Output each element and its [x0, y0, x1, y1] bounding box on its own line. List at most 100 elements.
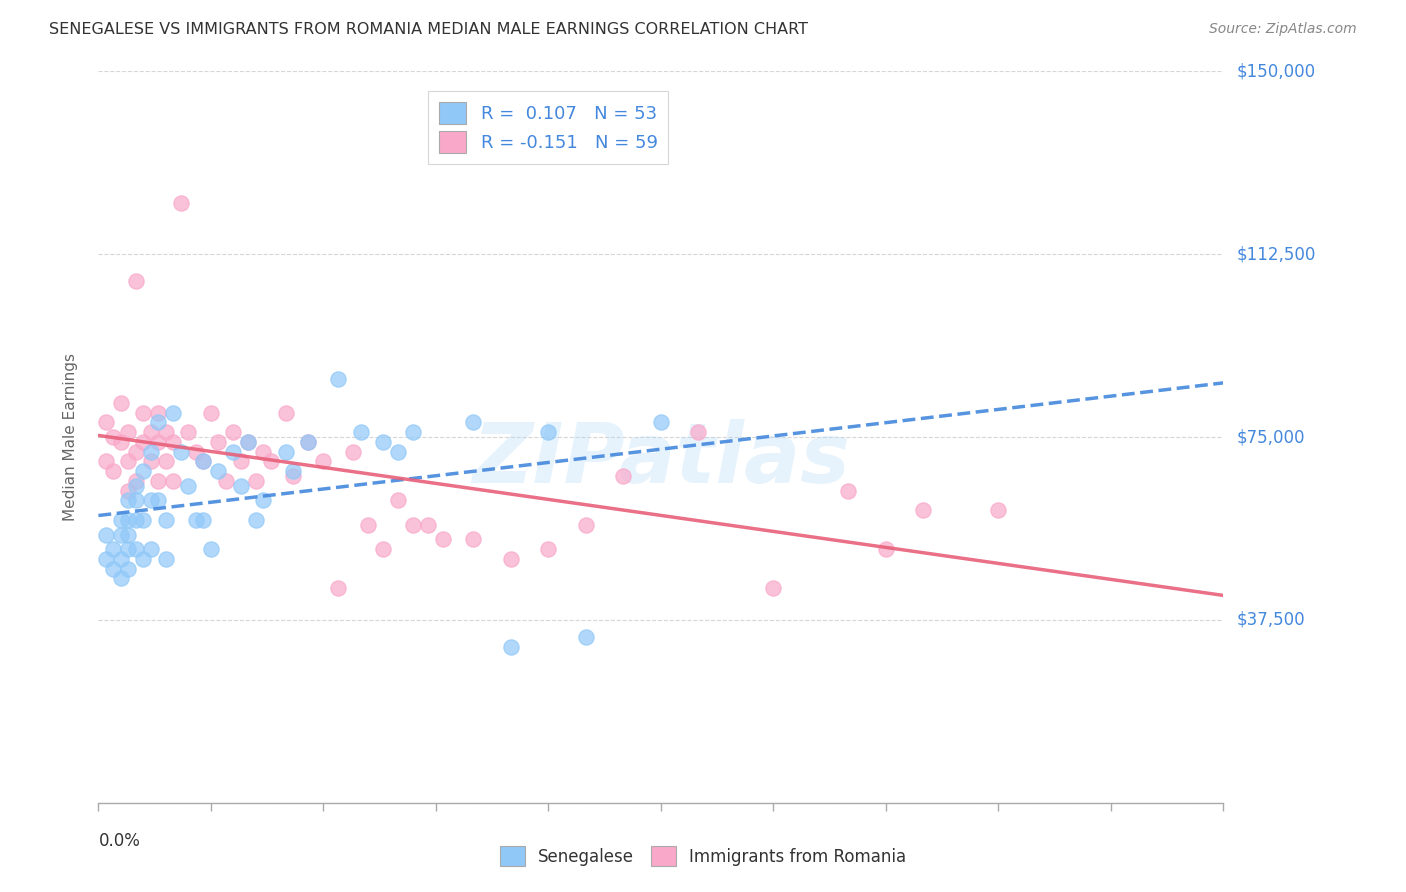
- Point: [125, 274, 148, 288]
- Text: Source: ZipAtlas.com: Source: ZipAtlas.com: [1209, 22, 1357, 37]
- Text: $112,500: $112,500: [1237, 245, 1316, 263]
- Point: [499, 640, 522, 654]
- Point: [283, 469, 305, 483]
- Text: $150,000: $150,000: [1237, 62, 1316, 80]
- Point: [103, 430, 125, 444]
- Point: [125, 542, 148, 557]
- Point: [155, 513, 177, 527]
- Point: [387, 493, 409, 508]
- Point: [328, 371, 350, 385]
- Point: [117, 527, 139, 541]
- Point: [132, 552, 155, 566]
- Point: [283, 464, 305, 478]
- Point: [912, 503, 935, 517]
- Point: [350, 425, 373, 440]
- Point: [139, 444, 162, 458]
- Point: [125, 493, 148, 508]
- Point: [222, 425, 245, 440]
- Text: 0.0%: 0.0%: [98, 832, 141, 850]
- Point: [245, 474, 267, 488]
- Point: [139, 542, 162, 557]
- Point: [193, 513, 215, 527]
- Text: SENEGALESE VS IMMIGRANTS FROM ROMANIA MEDIAN MALE EARNINGS CORRELATION CHART: SENEGALESE VS IMMIGRANTS FROM ROMANIA ME…: [49, 22, 808, 37]
- Point: [148, 474, 170, 488]
- Point: [148, 434, 170, 449]
- Point: [148, 416, 170, 430]
- Point: [229, 479, 252, 493]
- Point: [252, 444, 274, 458]
- Point: [688, 425, 710, 440]
- Point: [94, 527, 117, 541]
- Point: [260, 454, 283, 468]
- Point: [193, 454, 215, 468]
- Text: ZIPatlas: ZIPatlas: [472, 418, 849, 500]
- Point: [612, 469, 634, 483]
- Point: [875, 542, 897, 557]
- Point: [229, 454, 252, 468]
- Point: [575, 630, 598, 644]
- Point: [148, 493, 170, 508]
- Point: [575, 517, 598, 532]
- Point: [117, 483, 139, 498]
- Point: [110, 434, 132, 449]
- Point: [373, 542, 395, 557]
- Point: [245, 513, 267, 527]
- Point: [328, 581, 350, 595]
- Point: [162, 434, 184, 449]
- Point: [139, 493, 162, 508]
- Point: [117, 562, 139, 576]
- Legend: R =  0.107   N = 53, R = -0.151   N = 59: R = 0.107 N = 53, R = -0.151 N = 59: [429, 91, 668, 164]
- Point: [177, 479, 200, 493]
- Point: [117, 454, 139, 468]
- Point: [117, 493, 139, 508]
- Point: [463, 416, 485, 430]
- Point: [200, 542, 222, 557]
- Point: [387, 444, 409, 458]
- Legend: Senegalese, Immigrants from Romania: Senegalese, Immigrants from Romania: [494, 839, 912, 873]
- Point: [177, 425, 200, 440]
- Point: [94, 454, 117, 468]
- Point: [103, 542, 125, 557]
- Point: [132, 434, 155, 449]
- Point: [110, 513, 132, 527]
- Y-axis label: Median Male Earnings: Median Male Earnings: [63, 353, 77, 521]
- Point: [499, 552, 522, 566]
- Point: [184, 444, 207, 458]
- Point: [837, 483, 859, 498]
- Point: [274, 444, 297, 458]
- Point: [148, 406, 170, 420]
- Point: [222, 444, 245, 458]
- Point: [342, 444, 364, 458]
- Point: [463, 533, 485, 547]
- Point: [297, 434, 319, 449]
- Point: [200, 406, 222, 420]
- Point: [125, 444, 148, 458]
- Point: [94, 416, 117, 430]
- Point: [402, 517, 425, 532]
- Point: [125, 479, 148, 493]
- Point: [94, 552, 117, 566]
- Point: [117, 425, 139, 440]
- Point: [432, 533, 454, 547]
- Point: [537, 425, 560, 440]
- Point: [103, 464, 125, 478]
- Point: [125, 474, 148, 488]
- Point: [215, 474, 238, 488]
- Point: [117, 542, 139, 557]
- Point: [418, 517, 440, 532]
- Point: [170, 444, 193, 458]
- Point: [117, 513, 139, 527]
- Point: [139, 454, 162, 468]
- Point: [125, 513, 148, 527]
- Text: $75,000: $75,000: [1237, 428, 1306, 446]
- Point: [110, 396, 132, 410]
- Point: [987, 503, 1010, 517]
- Point: [537, 542, 560, 557]
- Point: [132, 513, 155, 527]
- Point: [155, 552, 177, 566]
- Point: [184, 513, 207, 527]
- Point: [238, 434, 260, 449]
- Point: [139, 425, 162, 440]
- Point: [312, 454, 335, 468]
- Text: $37,500: $37,500: [1237, 611, 1306, 629]
